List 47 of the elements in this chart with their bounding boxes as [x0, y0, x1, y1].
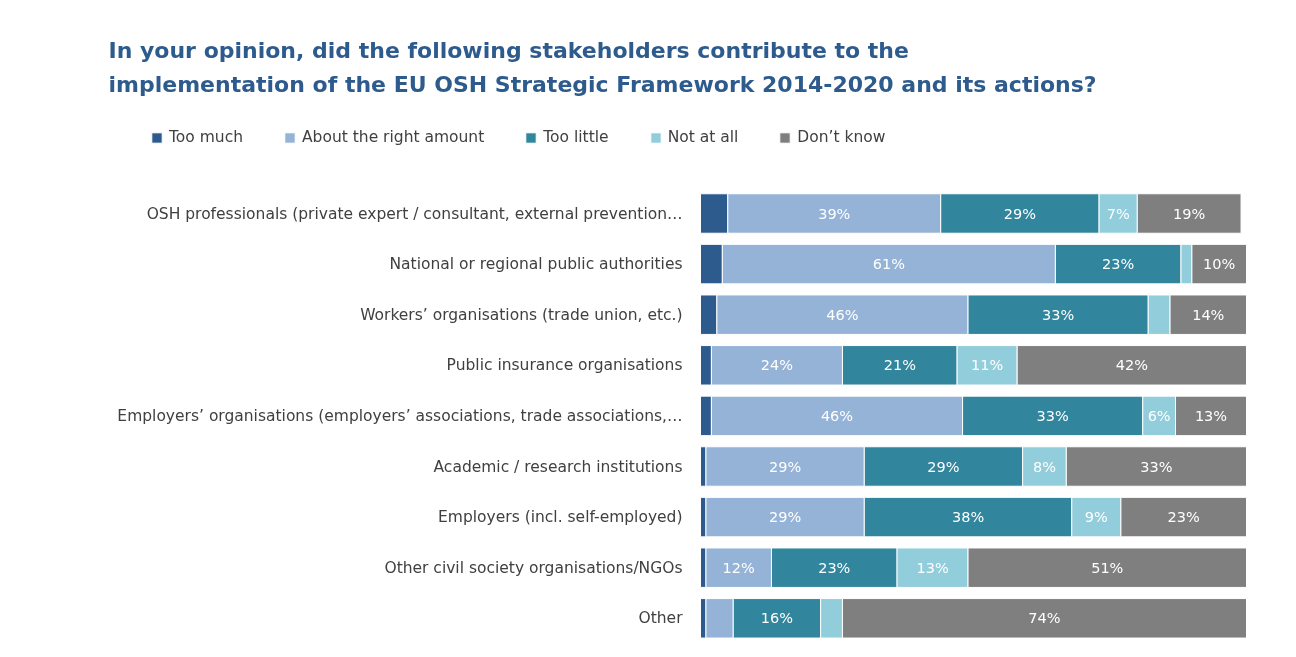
data-label: 14% — [1192, 306, 1225, 323]
data-label: 74% — [1028, 610, 1061, 627]
data-label: 13% — [916, 559, 949, 576]
data-label: 33% — [1140, 458, 1173, 475]
data-label: 61% — [872, 256, 905, 273]
data-label: 23% — [818, 559, 851, 576]
y-tick-label: Other — [638, 609, 684, 628]
data-label: 39% — [818, 205, 851, 222]
legend-label: Not at all — [667, 128, 739, 146]
data-label: 8% — [1032, 458, 1056, 475]
data-label: 33% — [1036, 407, 1069, 424]
data-label: 7% — [1106, 205, 1130, 222]
data-label: 46% — [826, 306, 859, 323]
data-label: 11% — [971, 357, 1004, 374]
data-label: 24% — [760, 357, 794, 374]
data-label: 6% — [1147, 407, 1171, 424]
data-label: 29% — [1003, 205, 1037, 222]
legend-label: Too little — [543, 128, 609, 146]
data-label: 19% — [1173, 205, 1206, 222]
y-tick-label: Workers’ organisations (trade union, etc.) — [360, 305, 683, 324]
legend-label: About the right amount — [302, 128, 485, 146]
y-tick-label: OSH professionals (private expert / consultant, external prevention… — [146, 204, 683, 223]
y-tick-label: Employers (incl. self-employed) — [438, 508, 683, 527]
data-label: 23% — [1167, 509, 1200, 526]
y-tick-label: Employers’ organisations (employers’ associations, trade associations,… — [117, 406, 683, 425]
legend-label: Too much — [169, 128, 243, 146]
data-label: 10% — [1203, 256, 1236, 273]
data-label: 46% — [820, 407, 854, 424]
data-label: 9% — [1084, 509, 1108, 526]
data-label: 42% — [1115, 357, 1148, 374]
data-label: 16% — [760, 610, 794, 627]
y-tick-label: National or regional public authorities — [389, 255, 683, 274]
legend-label: Don’t know — [797, 128, 886, 146]
data-label: 29% — [769, 509, 802, 526]
y-tick-label: Academic / research institutions — [433, 457, 683, 476]
data-label: 51% — [1091, 559, 1124, 576]
data-label: 21% — [883, 357, 916, 374]
data-label: 29% — [927, 458, 960, 475]
y-tick-label: Other civil society organisations/NGOs — [384, 558, 683, 577]
data-label: 13% — [1194, 407, 1228, 424]
data-label: 23% — [1102, 256, 1135, 273]
data-label: 12% — [722, 559, 755, 576]
data-label: 38% — [951, 509, 985, 526]
chart-title: In your opinion, did the following stakeholders contribute to the implementation of the EU OSH Strategic Framework 2014-2020 and its actions? — [108, 38, 1097, 97]
data-label: 33% — [1042, 306, 1075, 323]
y-tick-label: Public insurance organisations — [446, 356, 683, 375]
data-label: 29% — [769, 458, 802, 475]
